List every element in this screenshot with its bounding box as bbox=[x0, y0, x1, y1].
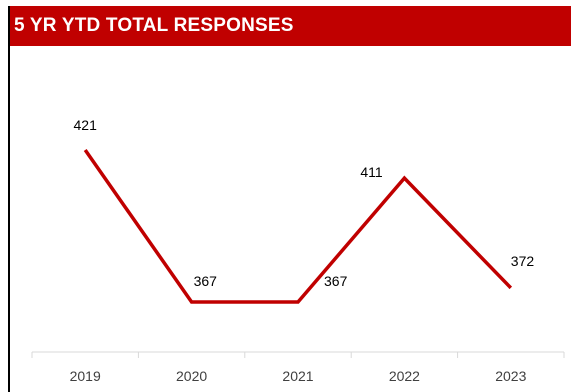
x-axis bbox=[31, 351, 565, 358]
data-label: 421 bbox=[74, 117, 98, 133]
data-label: 367 bbox=[324, 273, 348, 289]
x-tick-label: 2022 bbox=[389, 368, 420, 384]
x-tick-label: 2020 bbox=[176, 368, 207, 384]
chart-header: 5 YR YTD TOTAL RESPONSES bbox=[10, 6, 571, 46]
x-tick-label: 2021 bbox=[282, 368, 313, 384]
series-layer bbox=[83, 148, 513, 304]
chart-frame: 5 YR YTD TOTAL RESPONSES bbox=[8, 6, 571, 392]
chart-title: 5 YR YTD TOTAL RESPONSES bbox=[14, 15, 294, 36]
data-labels: 421 367 367 411 372 bbox=[74, 117, 535, 289]
x-tick-label: 2023 bbox=[495, 368, 526, 384]
x-axis-ticks: 2019 2020 2021 2022 2023 bbox=[70, 368, 527, 384]
frame-left-border bbox=[8, 6, 10, 392]
data-label: 367 bbox=[194, 273, 218, 289]
data-label: 411 bbox=[360, 164, 383, 180]
series-line bbox=[83, 148, 513, 304]
data-label: 372 bbox=[511, 253, 535, 269]
x-tick-label: 2019 bbox=[70, 368, 101, 384]
